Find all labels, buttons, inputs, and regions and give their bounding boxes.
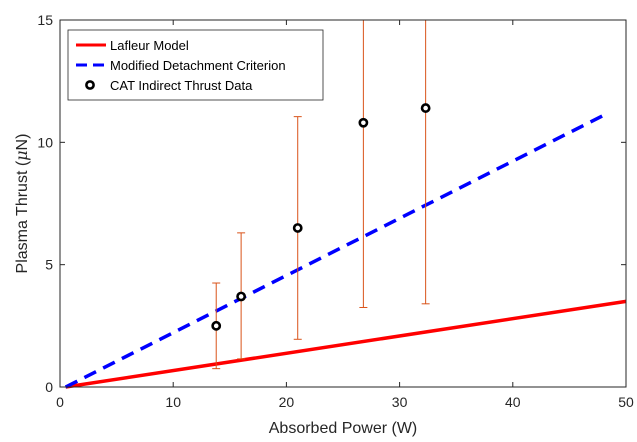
data-point <box>236 291 247 302</box>
y-tick-label: 15 <box>37 12 53 28</box>
y-tick-label: 10 <box>37 134 53 150</box>
x-axis-label: Absorbed Power (W) <box>269 420 418 437</box>
x-tick-label: 10 <box>165 394 181 410</box>
y-axis-label-suffix: N) <box>14 134 31 151</box>
data-point <box>292 223 303 233</box>
x-tick-label: 30 <box>392 394 408 410</box>
legend-label-lafleur: Lafleur Model <box>110 38 189 53</box>
legend-label-detachment: Modified Detachment Criterion <box>110 58 286 73</box>
x-tick-label: 20 <box>279 394 295 410</box>
detachment-criterion-line <box>64 113 605 389</box>
lafleur-model-line <box>65 299 627 389</box>
data-point <box>358 117 369 128</box>
y-axis-label: Plasma Thrust (μN) <box>12 134 31 274</box>
y-axis-label-mu: μ <box>12 150 31 160</box>
series-layer <box>64 19 627 389</box>
legend-marker-cat <box>85 80 95 90</box>
legend-box <box>67 29 324 101</box>
data-point <box>420 103 431 113</box>
y-axis-label-prefix: Plasma Thrust ( <box>14 160 31 273</box>
legend: Lafleur Model Modified Detachment Criter… <box>67 29 324 101</box>
tick-layer: 0 10 20 30 40 50 0 5 10 15 <box>37 12 634 410</box>
x-tick-label: 0 <box>56 394 64 410</box>
x-tick-label: 40 <box>505 394 521 410</box>
data-point <box>211 320 222 331</box>
plot-frame <box>59 19 627 388</box>
y-tick-label: 5 <box>45 257 53 273</box>
x-tick-label: 50 <box>618 394 634 410</box>
legend-label-cat: CAT Indirect Thrust Data <box>110 78 253 93</box>
y-tick-label: 0 <box>45 379 53 395</box>
